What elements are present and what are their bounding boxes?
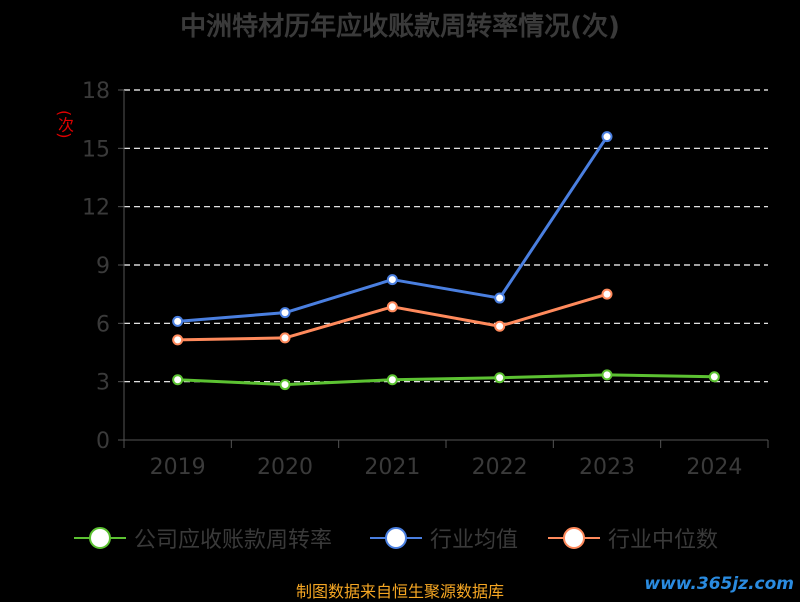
- data-point: [601, 131, 613, 143]
- x-tick-label: 2022: [472, 455, 528, 480]
- data-point: [386, 274, 398, 286]
- data-point: [708, 371, 720, 383]
- data-point: [601, 369, 613, 381]
- x-tick-label: 2019: [150, 455, 206, 480]
- legend-swatch: [548, 518, 600, 558]
- data-point: [172, 315, 184, 327]
- data-point: [494, 320, 506, 332]
- legend-label: 公司应收账款周转率: [134, 528, 333, 553]
- x-tick-label: 2024: [686, 455, 742, 480]
- legend-item: 行业均值: [370, 518, 518, 558]
- y-tick-label: 15: [82, 137, 110, 162]
- x-tick-label: 2020: [257, 455, 313, 480]
- y-axis-unit: (次): [55, 110, 74, 139]
- legend-label: 行业均值: [430, 528, 519, 553]
- data-point: [386, 374, 398, 386]
- series-line-2: [177, 135, 609, 323]
- y-tick-label: 3: [96, 371, 110, 396]
- data-point: [172, 334, 184, 346]
- chart-title: 中洲特材历年应收账款周转率情况(次): [180, 12, 620, 42]
- data-point: [279, 307, 291, 319]
- series-line-1: [177, 373, 715, 387]
- x-tick-label: 2021: [364, 455, 420, 480]
- y-tick-label: 6: [96, 312, 110, 337]
- source-note: 制图数据来自恒生聚源数据库: [295, 582, 504, 601]
- x-tick-label: 2023: [579, 455, 635, 480]
- y-tick-label: 18: [82, 79, 110, 104]
- data-point: [494, 372, 506, 384]
- y-tick-label: 9: [96, 254, 110, 279]
- data-point: [386, 301, 398, 313]
- legend-swatch: [370, 518, 422, 558]
- legend-swatch: [74, 518, 126, 558]
- legend-label: 行业中位数: [608, 528, 719, 553]
- y-tick-label: 0: [96, 429, 110, 454]
- data-point: [494, 292, 506, 304]
- legend-item: 公司应收账款周转率: [74, 518, 332, 558]
- legend: 公司应收账款周转率 行业均值 行业中位数: [0, 518, 800, 558]
- legend-item: 行业中位数: [548, 518, 718, 558]
- data-point: [601, 288, 613, 300]
- data-point: [172, 374, 184, 386]
- data-point: [279, 379, 291, 391]
- watermark: www.365jz.com: [644, 574, 794, 594]
- y-tick-label: 12: [82, 196, 110, 221]
- data-point: [279, 332, 291, 344]
